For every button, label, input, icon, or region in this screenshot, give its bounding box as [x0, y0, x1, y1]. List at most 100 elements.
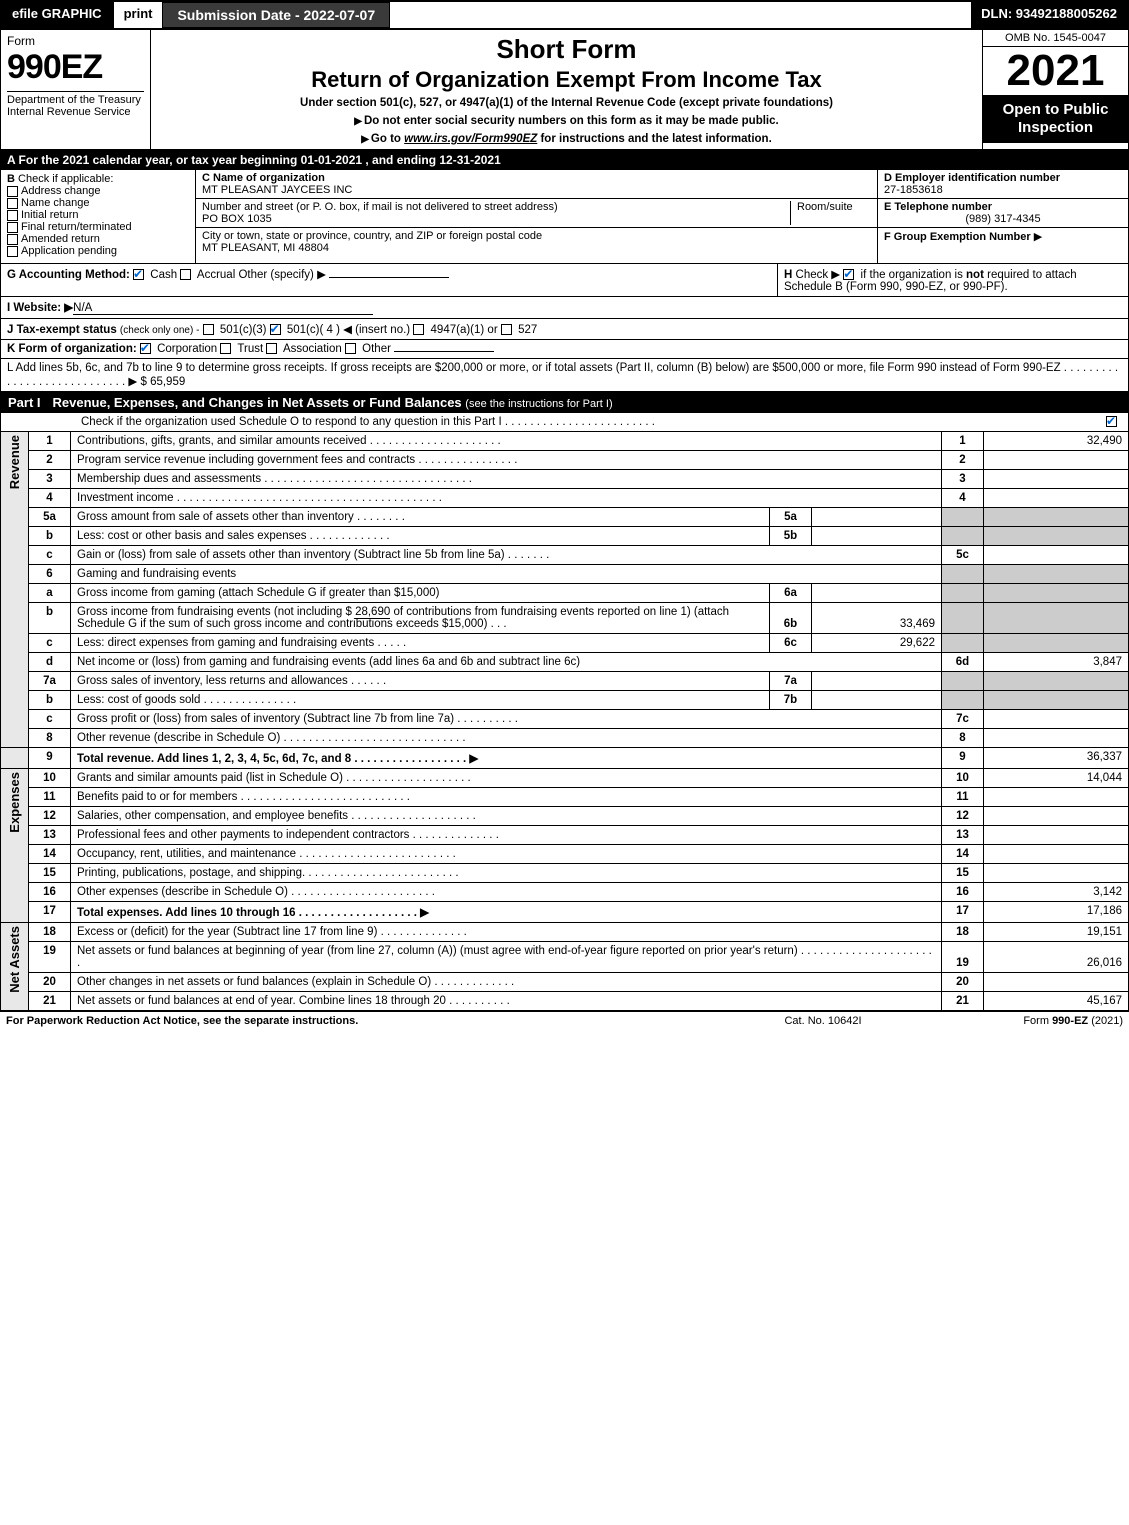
l12-text: Salaries, other compensation, and employ… — [71, 807, 942, 826]
l5a-val-shaded — [984, 508, 1129, 527]
l5b-num: b — [29, 527, 71, 546]
opt-initial-return: Initial return — [21, 209, 78, 221]
footer-right-pre: Form — [1023, 1015, 1052, 1027]
checkbox-application-pending[interactable] — [7, 246, 18, 257]
section-a-line: A For the 2021 calendar year, or tax yea… — [0, 150, 1129, 170]
line-17: 17 Total expenses. Add lines 10 through … — [1, 902, 1129, 923]
checkbox-other-org[interactable] — [345, 343, 356, 354]
row-j: J Tax-exempt status (check only one) - 5… — [0, 319, 1129, 340]
i-label: I Website: ▶ — [7, 302, 73, 314]
l11-val — [984, 788, 1129, 807]
checkbox-501c3[interactable] — [203, 324, 214, 335]
footer-right-year: (2021) — [1088, 1015, 1123, 1027]
line-13: 13 Professional fees and other payments … — [1, 826, 1129, 845]
l1-ref: 1 — [942, 432, 984, 451]
l11-num: 11 — [29, 788, 71, 807]
l7b-val-shaded — [984, 691, 1129, 710]
line-5b: b Less: cost or other basis and sales ex… — [1, 527, 1129, 546]
line-8: 8 Other revenue (describe in Schedule O)… — [1, 729, 1129, 748]
l19-val: 26,016 — [984, 942, 1129, 973]
line-21: 21 Net assets or fund balances at end of… — [1, 992, 1129, 1011]
l7b-num: b — [29, 691, 71, 710]
l7b-text: Less: cost of goods sold . . . . . . . .… — [71, 691, 770, 710]
checkbox-corporation[interactable] — [140, 343, 151, 354]
l5b-ival — [812, 527, 942, 546]
checkbox-4947[interactable] — [413, 324, 424, 335]
l10-val: 14,044 — [984, 769, 1129, 788]
line-1: Revenue 1 Contributions, gifts, grants, … — [1, 432, 1129, 451]
l20-num: 20 — [29, 973, 71, 992]
top-bar: efile GRAPHIC print Submission Date - 20… — [0, 0, 1129, 30]
l7b-ival — [812, 691, 942, 710]
l7b-ref-shaded — [942, 691, 984, 710]
checkbox-initial-return[interactable] — [7, 210, 18, 221]
l13-text: Professional fees and other payments to … — [71, 826, 942, 845]
ein-value: 27-1853618 — [884, 184, 943, 196]
line-20: 20 Other changes in net assets or fund b… — [1, 973, 1129, 992]
tax-year: 2021 — [983, 47, 1128, 95]
l8-ref: 8 — [942, 729, 984, 748]
l6d-num: d — [29, 653, 71, 672]
l5a-num: 5a — [29, 508, 71, 527]
form-header: Form 990EZ Department of the Treasury In… — [0, 30, 1129, 150]
row-gh: G Accounting Method: Cash Accrual Other … — [0, 264, 1129, 297]
other-org-input[interactable] — [394, 351, 494, 352]
l6-val-shaded — [984, 565, 1129, 584]
omb-number: OMB No. 1545-0047 — [983, 30, 1128, 47]
irs-link[interactable]: www.irs.gov/Form990EZ — [404, 133, 537, 145]
row-i: I Website: ▶N/A — [0, 297, 1129, 319]
ein-row: D Employer identification number 27-1853… — [878, 170, 1128, 199]
checkbox-final-return[interactable] — [7, 222, 18, 233]
checkbox-schedule-o[interactable] — [1106, 416, 1117, 427]
l9-text: Total revenue. Add lines 1, 2, 3, 4, 5c,… — [71, 748, 942, 769]
l5c-val — [984, 546, 1129, 565]
opt-501c: 501(c)( 4 ) ◀ (insert no.) — [287, 324, 410, 336]
instr-ssn-text: Do not enter social security numbers on … — [364, 115, 779, 127]
g-label: G Accounting Method: — [7, 269, 130, 281]
l6b-inum: 6b — [770, 603, 812, 634]
checkbox-amended-return[interactable] — [7, 234, 18, 245]
phone-row: E Telephone number (989) 317-4345 — [878, 199, 1128, 228]
l9-text-b: Total revenue. Add lines 1, 2, 3, 4, 5c,… — [77, 753, 478, 765]
expenses-side-label: Expenses — [7, 772, 22, 833]
line-11: 11 Benefits paid to or for members . . .… — [1, 788, 1129, 807]
opt-address-change: Address change — [21, 185, 101, 197]
b-label: B — [7, 173, 15, 185]
l10-ref: 10 — [942, 769, 984, 788]
net-assets-side-label: Net Assets — [7, 926, 22, 993]
checkbox-name-change[interactable] — [7, 198, 18, 209]
l5c-text: Gain or (loss) from sale of assets other… — [71, 546, 942, 565]
title-short-form: Short Form — [157, 34, 976, 65]
street-row: Number and street (or P. O. box, if mail… — [196, 199, 877, 228]
opt-501c3: 501(c)(3) — [220, 324, 267, 336]
l13-ref: 13 — [942, 826, 984, 845]
row-h: H Check ▶ if the organization is not req… — [778, 264, 1128, 296]
l2-val — [984, 451, 1129, 470]
other-specify-input[interactable] — [329, 277, 449, 278]
checkbox-527[interactable] — [501, 324, 512, 335]
checkbox-cash[interactable] — [133, 269, 144, 280]
checkbox-address-change[interactable] — [7, 186, 18, 197]
checkbox-association[interactable] — [266, 343, 277, 354]
efile-graphic-button[interactable]: efile GRAPHIC — [2, 2, 114, 28]
l17-ref: 17 — [942, 902, 984, 923]
checkbox-accrual[interactable] — [180, 269, 191, 280]
l7a-text: Gross sales of inventory, less returns a… — [71, 672, 770, 691]
print-button[interactable]: print — [114, 2, 163, 28]
form-word: Form — [7, 34, 144, 48]
l19-num: 19 — [29, 942, 71, 973]
city-row: City or town, state or province, country… — [196, 228, 877, 256]
l15-num: 15 — [29, 864, 71, 883]
l5a-ref-shaded — [942, 508, 984, 527]
checkbox-h[interactable] — [843, 269, 854, 280]
opt-final-return: Final return/terminated — [21, 221, 132, 233]
part-i-table: Revenue 1 Contributions, gifts, grants, … — [0, 432, 1129, 1011]
l6b-ival: 33,469 — [812, 603, 942, 634]
open-to-public: Open to Public Inspection — [983, 95, 1128, 143]
checkbox-501c[interactable] — [270, 324, 281, 335]
opt-other-org: Other — [362, 343, 391, 355]
l16-text: Other expenses (describe in Schedule O) … — [71, 883, 942, 902]
k-label: K Form of organization: — [7, 343, 137, 355]
l10-text: Grants and similar amounts paid (list in… — [71, 769, 942, 788]
checkbox-trust[interactable] — [220, 343, 231, 354]
